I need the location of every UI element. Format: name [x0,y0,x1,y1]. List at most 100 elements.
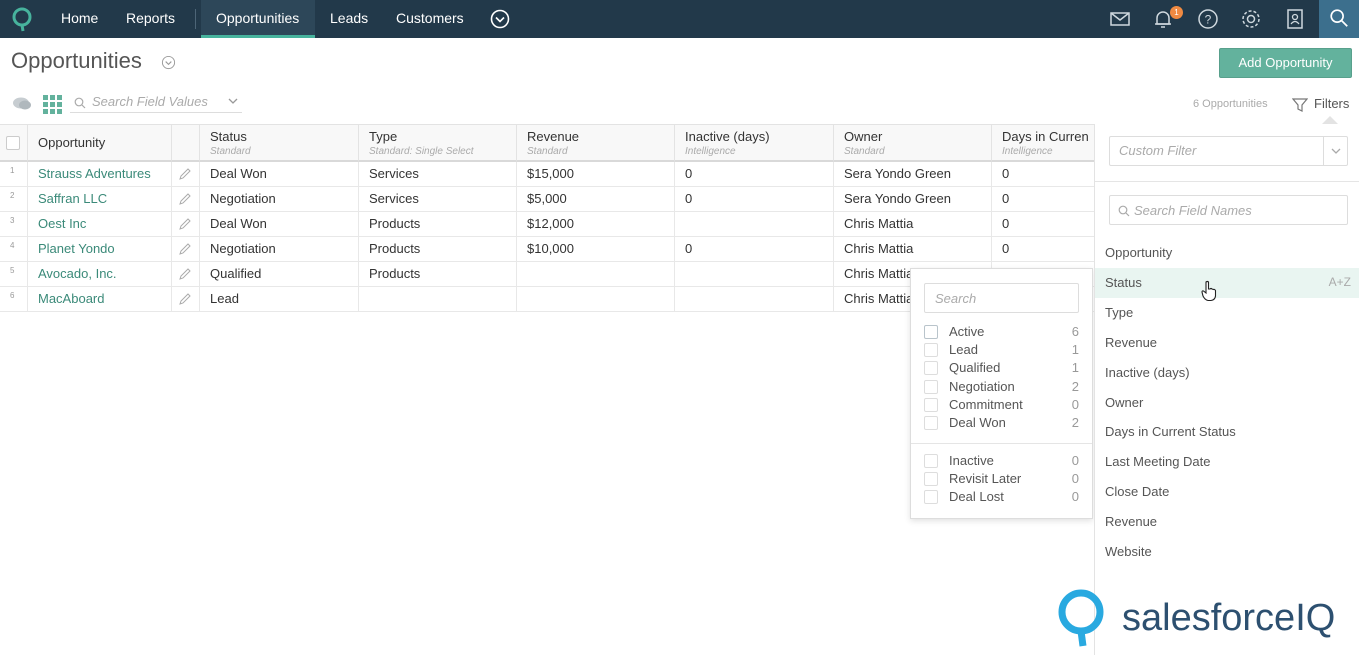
status-option-label: Qualified [949,360,1001,376]
column-header-owner[interactable]: Owner Standard [834,124,992,162]
status-option-checkbox[interactable] [924,379,938,394]
column-header-days-in-current[interactable]: Days in Curren Intelligence [992,124,1095,162]
custom-filter-select[interactable]: Custom Filter [1109,136,1348,166]
status-option[interactable]: Lead 1 [924,341,1079,359]
status-option[interactable]: Qualified 1 [924,359,1079,377]
chat-bubble-icon[interactable] [11,96,33,112]
status-option-checkbox[interactable] [924,454,938,468]
days-in-current-cell: 0 [992,212,1095,237]
filter-field-item[interactable]: Revenue [1095,507,1359,537]
opportunity-name-cell[interactable]: MacAboard [28,287,172,312]
column-header-opportunity[interactable]: Opportunity [28,124,172,162]
select-all-checkbox[interactable] [6,136,20,150]
help-icon[interactable]: ? [1196,7,1220,31]
status-option-count: 1 [1071,360,1079,376]
opportunity-name-cell[interactable]: Oest Inc [28,212,172,237]
edit-pencil-icon[interactable] [178,267,192,281]
contacts-icon[interactable] [1283,7,1307,31]
table-row[interactable]: 5 Avocado, Inc. Qualified Products Chris Mat… [0,262,1095,287]
nav-reports[interactable]: Reports [126,10,176,26]
revenue-cell [517,287,675,312]
custom-filter-caret[interactable] [1323,137,1347,165]
edit-pencil-icon[interactable] [178,242,192,256]
filter-field-item[interactable]: Type [1095,298,1359,328]
type-cell [359,287,517,312]
chevron-down-icon[interactable] [228,97,238,105]
status-option-label: Inactive [949,453,994,468]
sort-az-label[interactable]: A+Z [1328,274,1351,289]
status-option[interactable]: Negotiation 2 [924,378,1079,396]
status-option-checkbox[interactable] [924,490,938,505]
status-option[interactable]: Revisit Later 0 [924,470,1079,488]
status-option-checkbox[interactable] [924,397,938,412]
type-cell: Products [359,262,517,287]
filter-field-label: Owner [1105,394,1144,410]
column-header-status[interactable]: Status Standard [200,124,359,162]
opportunity-name-cell[interactable]: Planet Yondo [28,237,172,262]
status-option-label: Deal Won [949,415,1006,430]
salesforceiq-logo-icon[interactable] [10,6,34,32]
status-option[interactable]: Deal Won 2 [924,414,1079,432]
column-header-type[interactable]: Type Standard: Single Select [359,124,517,162]
filter-field-item[interactable]: Website [1095,537,1359,567]
status-search-placeholder: Search [935,291,977,306]
nav-customers[interactable]: Customers [396,10,464,26]
status-option-checkbox[interactable] [924,416,938,430]
edit-pencil-icon[interactable] [178,192,192,206]
status-option[interactable]: Deal Lost 0 [924,488,1079,506]
status-cell: Negotiation [200,187,359,212]
settings-gear-icon[interactable] [1239,7,1263,31]
filter-field-item[interactable]: Days in Current Status [1095,417,1359,447]
edit-pencil-icon[interactable] [178,217,192,231]
column-header-inactive-days[interactable]: Inactive (days) Intelligence [675,124,834,162]
mail-icon[interactable] [1108,7,1132,31]
svg-text:?: ? [1205,13,1212,27]
owner-cell: Chris Mattia [834,212,992,237]
status-option-checkbox[interactable] [924,325,938,339]
days-in-current-cell: 0 [992,162,1095,187]
status-option-checkbox[interactable] [924,361,938,376]
salesforceiq-wordmark: salesforceIQ [1122,597,1336,639]
filter-field-item[interactable]: Owner [1095,388,1359,418]
filter-field-item[interactable]: Revenue [1095,328,1359,358]
owner-cell: Sera Yondo Green [834,162,992,187]
filter-field-item[interactable]: Close Date [1095,477,1359,507]
opportunity-name-cell[interactable]: Saffran LLC [28,187,172,212]
opportunity-name-cell[interactable]: Avocado, Inc. [28,262,172,287]
filter-field-item[interactable]: Opportunity [1095,238,1359,268]
inactive-days-cell [675,212,834,237]
global-search-button[interactable] [1319,0,1359,38]
column-header-revenue[interactable]: Revenue Standard [517,124,675,162]
table-row[interactable]: 2 Saffran LLC Negotiation Services $5,000 0 Se… [0,187,1095,212]
table-row[interactable]: 1 Strauss Adventures Deal Won Services $15,0… [0,162,1095,187]
field-names-search-input[interactable]: Search Field Names [1109,195,1348,225]
table-row[interactable]: 3 Oest Inc Deal Won Products $12,000 Chris Ma… [0,212,1095,237]
status-option-checkbox[interactable] [924,472,938,487]
title-chevron-down-icon[interactable] [161,55,176,70]
more-chevron-down-icon[interactable] [488,7,512,31]
nav-leads[interactable]: Leads [330,10,369,26]
owner-cell: Sera Yondo Green [834,187,992,212]
filter-field-item[interactable]: Status A+Z [1095,267,1359,298]
revenue-cell: $5,000 [517,187,675,212]
opportunity-name-cell[interactable]: Strauss Adventures [28,162,172,187]
filter-field-label: Revenue [1105,514,1158,530]
nav-opportunities[interactable]: Opportunities [201,0,315,38]
opportunity-count: 6 Opportunities [1193,98,1268,110]
edit-pencil-icon[interactable] [178,167,192,181]
nav-home[interactable]: Home [61,10,99,26]
edit-pencil-icon[interactable] [178,292,192,306]
status-search-input[interactable]: Search [924,283,1079,313]
status-option[interactable]: Active 6 [924,323,1079,341]
table-row[interactable]: 4 Planet Yondo Negotiation Products $10,000 0… [0,237,1095,262]
filter-field-item[interactable]: Last Meeting Date [1095,447,1359,477]
field-values-search-input[interactable]: Search Field Values [70,93,242,113]
filters-label: Filters [1314,96,1350,111]
filter-field-item[interactable]: Inactive (days) [1095,358,1359,388]
notification-bell-icon[interactable] [1151,7,1175,31]
add-opportunity-button[interactable]: Add Opportunity [1219,48,1352,78]
status-option-checkbox[interactable] [924,343,938,358]
grid-view-icon[interactable] [42,94,62,114]
status-option[interactable]: Inactive 0 [924,452,1079,470]
status-option[interactable]: Commitment 0 [924,396,1079,414]
